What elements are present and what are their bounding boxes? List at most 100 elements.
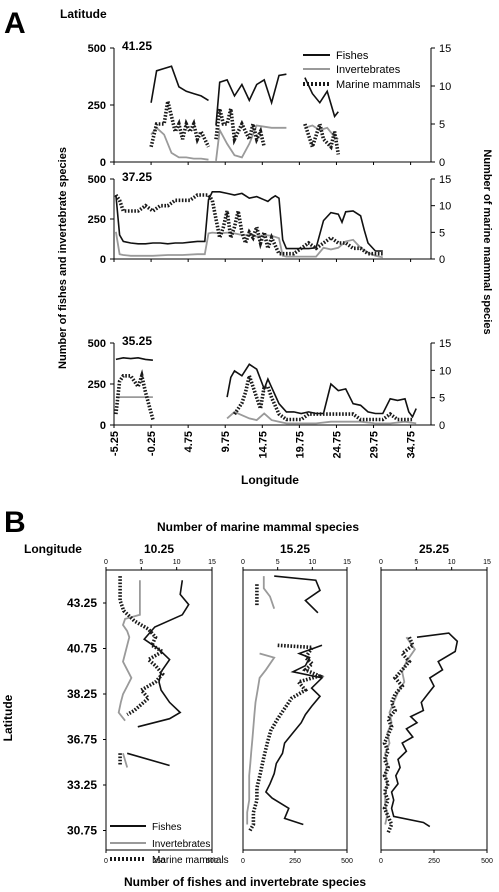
panel-b-25-25-xtick-bottom-label: 0 xyxy=(379,858,383,865)
panel-a-xtick-label: 4.75 xyxy=(183,431,195,452)
panel-b-longitude-header: Longitude xyxy=(24,542,82,556)
panel-b-10-25-xtick-top-label: 0 xyxy=(104,559,108,566)
panel-b-10-25-fishes-line xyxy=(137,580,190,728)
panel-b-25-25-xtick-top-label: 15 xyxy=(483,559,491,566)
panel-b-10-25-xtick-bottom-label: 500 xyxy=(206,858,218,865)
panel-a-xtick-label: 29.75 xyxy=(369,431,381,459)
panel-a-letter: A xyxy=(4,7,26,40)
panel-b-legend: Fishes Invertebrates Marine mammals xyxy=(110,822,229,866)
panel-a-37-25-ytick-left-label: 0 xyxy=(100,254,106,266)
panel-b-15-25-marine-mammals-line xyxy=(248,643,325,832)
panel-a-41-25-fishes-line xyxy=(150,65,209,103)
legend-invertebrates-label: Invertebrates xyxy=(336,64,401,76)
panel-a-35-25-fishes-line xyxy=(226,363,417,419)
panel-b-25-25-longitude-label: 25.25 xyxy=(419,542,449,556)
panel-b-10-25-xtick-top-label: 15 xyxy=(208,559,216,566)
panel-b-top-label: Number of marine mammal species xyxy=(157,520,359,534)
panel-a-41-25-marine-mammals-line xyxy=(303,117,341,155)
panel-a-xtick-label: -5.25 xyxy=(109,431,121,456)
panel-a-41-25-ytick-right-label: 5 xyxy=(439,119,445,131)
panel-a-37-25-ytick-right-label: 5 xyxy=(439,227,445,239)
panel-b-25-25-fishes-line xyxy=(390,632,459,828)
panel-b-10-25-marine-mammals-line xyxy=(118,576,167,717)
panel-b-ytick-label: 40.75 xyxy=(67,642,97,656)
panel-b-25-25-frame xyxy=(380,569,488,851)
panel-b-25-25-marine-mammals-line xyxy=(382,636,416,834)
panel-b-10-25-xtick-bottom-label: 250 xyxy=(153,858,165,865)
panel-b-15-25-xtick-top-label: 10 xyxy=(308,559,316,566)
panel-b-xlabel: Number of fishes and invertebrate specie… xyxy=(124,875,366,889)
panel-b-10-25-xtick-top-label: 10 xyxy=(173,559,181,566)
panel-a-37-25-ytick-left-label: 500 xyxy=(88,174,106,186)
panel-a-41-25-ytick-right-label: 10 xyxy=(439,81,451,93)
panel-b-ytick-label: 38.25 xyxy=(67,687,97,701)
panel-b-15-25-fishes-line xyxy=(264,644,324,826)
panel-b-10-25-longitude-label: 10.25 xyxy=(144,542,174,556)
panel-a-37-25-marine-mammals-line xyxy=(114,193,383,256)
panel-b-10-25-invertebrates-line xyxy=(117,580,141,722)
panel-b-ylabel: Latitude xyxy=(1,694,15,741)
panel-a-41-25-ytick-right-label: 15 xyxy=(439,43,451,55)
panel-a-xtick-label: -0.25 xyxy=(146,431,158,456)
panel-a-legend: Fishes Invertebrates Marine mammals xyxy=(303,50,421,91)
panel-b-ytick-label: 30.75 xyxy=(67,824,97,838)
panel-a-35-25-ytick-right-label: 0 xyxy=(439,420,445,432)
panel-a-41-25-fishes-line xyxy=(304,77,339,119)
panel-a-latitude-header: Latitude xyxy=(60,7,107,21)
panel-a-xtick-label: 14.75 xyxy=(257,431,269,459)
panel-a-37-25-ytick-right-label: 10 xyxy=(439,201,451,213)
panel-a-xlabel: Longitude xyxy=(241,473,299,487)
panel-a-xtick-label: 9.75 xyxy=(220,431,232,452)
panel-b-15-25-invertebrates-line xyxy=(262,576,276,609)
panel-b-25-25-invertebrates-line xyxy=(384,636,416,825)
panel-a-37-25-latitude-label: 37.25 xyxy=(122,170,152,184)
panel-b-15-25-xtick-bottom-label: 500 xyxy=(341,858,353,865)
panel-b-letter: B xyxy=(4,506,26,539)
panel-a-35-25-invertebrates-line xyxy=(226,410,417,425)
panel-a-37-25-ytick-right-label: 0 xyxy=(439,254,445,266)
panel-b-15-25-fishes-line xyxy=(274,575,321,614)
panel-a-35-25-ytick-right-label: 15 xyxy=(439,338,451,350)
panel-b-15-25-invertebrates-line xyxy=(246,652,276,825)
panel-a-xtick-label: 24.75 xyxy=(331,431,343,459)
panel-a-35-25-fishes-line xyxy=(115,356,153,361)
plot-area: 025050005101541.25025050005101537.250250… xyxy=(67,39,493,865)
panel-b-25-25-xtick-top-label: 5 xyxy=(414,559,418,566)
panel-b-ytick-label: 33.25 xyxy=(67,778,97,792)
panel-b-10-25-frame xyxy=(105,569,213,851)
legend-b-marine-mammals-label: Marine mammals xyxy=(152,855,229,866)
panel-a-ylabel-left: Number of fishes and invertebrate specie… xyxy=(57,147,69,369)
panel-b-10-25-invertebrates-line xyxy=(122,753,129,768)
panel-a-41-25-fishes-line xyxy=(215,73,287,126)
panel-a-41-25-latitude-label: 41.25 xyxy=(122,39,152,53)
panel-b-10-25-xtick-bottom-label: 0 xyxy=(104,858,108,865)
legend-marine-mammals-label: Marine mammals xyxy=(336,79,421,91)
legend-b-fishes-label: Fishes xyxy=(152,822,181,833)
panel-b-ytick-label: 36.75 xyxy=(67,733,97,747)
panel-a-37-25-ytick-right-label: 15 xyxy=(439,174,451,186)
panel-a-35-25-ytick-left-label: 500 xyxy=(88,338,106,350)
panel-a-35-25-ytick-left-label: 250 xyxy=(88,379,106,391)
panel-b-10-25-fishes-line xyxy=(126,752,170,767)
panel-b-15-25-xtick-top-label: 15 xyxy=(343,559,351,566)
panel-b-25-25-xtick-top-label: 10 xyxy=(448,559,456,566)
panel-b-25-25-xtick-bottom-label: 500 xyxy=(481,858,493,865)
panel-b-15-25-xtick-top-label: 0 xyxy=(241,559,245,566)
panel-b-15-25-xtick-bottom-label: 250 xyxy=(289,858,301,865)
panel-a-41-25-invertebrates-line xyxy=(215,124,287,162)
panel-b-15-25-frame xyxy=(242,569,348,851)
panel-a-41-25-ytick-left-label: 0 xyxy=(100,157,106,169)
panel-a-xtick-label: 19.75 xyxy=(294,431,306,459)
panel-a-41-25-invertebrates-line xyxy=(304,124,339,140)
panel-b-15-25-longitude-label: 15.25 xyxy=(280,542,310,556)
panel-a-35-25-ytick-left-label: 0 xyxy=(100,420,106,432)
panel-b-25-25-xtick-bottom-label: 250 xyxy=(428,858,440,865)
panel-a-ylabel-right: Number of marine mammal species xyxy=(481,149,493,334)
panel-b-15-25-xtick-bottom-label: 0 xyxy=(241,858,245,865)
panel-a-41-25-ytick-left-label: 500 xyxy=(88,43,106,55)
panel-a-41-25-marine-mammals-line xyxy=(214,108,266,148)
panel-a-41-25-ytick-right-label: 0 xyxy=(439,157,445,169)
panel-a-35-25-latitude-label: 35.25 xyxy=(122,334,152,348)
panel-a-37-25-fishes-line xyxy=(115,191,383,252)
